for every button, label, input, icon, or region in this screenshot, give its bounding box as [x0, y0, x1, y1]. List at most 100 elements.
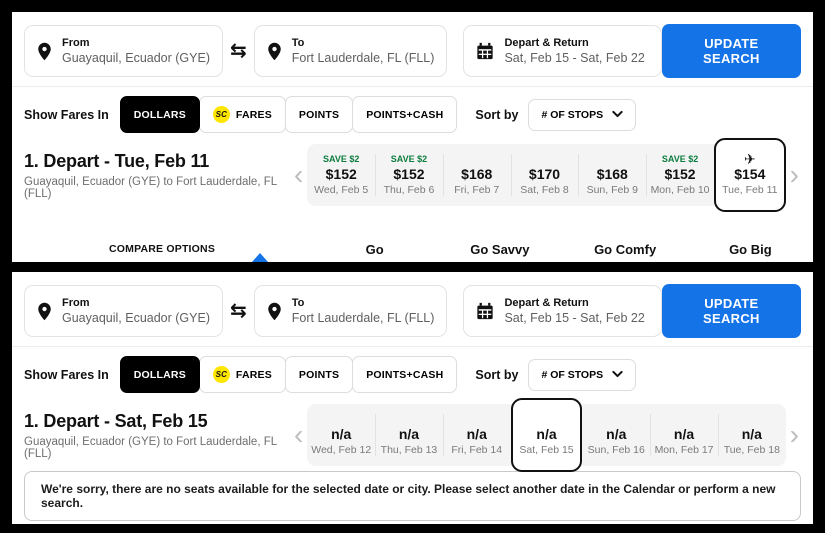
depart-route: Guayaquil, Ecuador (GYE) to Fort Lauderd…	[24, 175, 277, 200]
calendar-icon	[476, 42, 494, 60]
fare-date: Wed, Feb 5	[314, 184, 369, 196]
dates-value: Sat, Feb 15 - Sat, Feb 22	[504, 51, 645, 65]
depart-header: 1. Depart - Sat, Feb 15 Guayaquil, Ecuad…	[24, 411, 290, 460]
date-cell-selected[interactable]: n/a Sat, Feb 15	[510, 398, 583, 472]
to-value: Fort Lauderdale, FL (FLL)	[291, 51, 435, 65]
date-cell[interactable]: n/a Tue, Feb 18	[717, 404, 786, 466]
depart-return-field[interactable]: Depart & Return Sat, Feb 15 - Sat, Feb 2…	[463, 285, 662, 337]
fare-date: Thu, Feb 13	[380, 444, 438, 456]
chevron-right-icon[interactable]: ›	[786, 421, 803, 449]
fare-price: $170	[528, 166, 561, 182]
fare-display-bar: Show Fares In DOLLARS SC FARES POINTS PO…	[12, 87, 813, 142]
fare-price: $152	[393, 166, 425, 182]
depart-header: 1. Depart - Tue, Feb 11 Guayaquil, Ecuad…	[24, 151, 290, 200]
from-field[interactable]: From Guayaquil, Ecuador (GYE)	[24, 285, 223, 337]
fare-date: Fri, Feb 14	[451, 444, 503, 456]
chevron-down-icon	[612, 369, 623, 381]
plane-icon: ✈	[743, 151, 756, 167]
fare-option-points[interactable]: POINTS	[284, 96, 354, 133]
sc-logo-icon: SC	[212, 366, 230, 383]
date-cell[interactable]: n/a Fri, Feb 14	[442, 404, 511, 466]
date-strip-section: 1. Depart - Sat, Feb 15 Guayaquil, Ecuad…	[12, 398, 813, 472]
fare-date: Sat, Feb 8	[520, 184, 569, 196]
fare-option-sc-fares[interactable]: SC FARES	[198, 356, 286, 393]
date-cell[interactable]: $170 Sat, Feb 8	[510, 144, 579, 206]
chevron-down-icon	[612, 109, 623, 121]
fare-price: $154	[734, 166, 766, 182]
to-label: To	[291, 37, 305, 49]
from-value: Guayaquil, Ecuador (GYE)	[62, 51, 210, 65]
fare-option-points[interactable]: POINTS	[284, 356, 354, 393]
dates-value: Sat, Feb 15 - Sat, Feb 22	[504, 311, 645, 325]
from-label: From	[62, 297, 90, 309]
fare-date: Sun, Feb 9	[586, 184, 638, 196]
date-cell[interactable]: SAVE $2 $152 Mon, Feb 10	[646, 144, 714, 206]
fare-price: $168	[461, 166, 493, 182]
to-field[interactable]: To Fort Lauderdale, FL (FLL)	[253, 285, 448, 337]
dates-label: Depart & Return	[504, 37, 589, 49]
fare-option-dollars[interactable]: DOLLARS	[119, 356, 200, 393]
date-cell[interactable]: $168 Fri, Feb 7	[442, 144, 511, 206]
compare-options-row: COMPARE OPTIONS Go Go Savvy Go Comfy Go …	[12, 236, 813, 262]
fare-date-strip: n/a Wed, Feb 12 n/a Thu, Feb 13 n/a Fri,…	[307, 398, 786, 472]
no-seats-error-message: We're sorry, there are no seats availabl…	[24, 471, 801, 521]
to-field[interactable]: To Fort Lauderdale, FL (FLL)	[253, 25, 448, 77]
location-pin-icon	[267, 302, 282, 321]
search-bar: From Guayaquil, Ecuador (GYE) ⇆ To Fort …	[12, 12, 813, 87]
location-pin-icon	[37, 42, 52, 61]
fare-date: Tue, Feb 18	[723, 444, 780, 456]
fare-date: Thu, Feb 6	[383, 184, 435, 196]
date-cell[interactable]: n/a Mon, Feb 17	[650, 404, 718, 466]
date-cell[interactable]: n/a Thu, Feb 13	[375, 404, 443, 466]
update-search-button[interactable]: UPDATE SEARCH	[661, 284, 801, 338]
date-cell[interactable]: SAVE $2 $152 Thu, Feb 6	[375, 144, 443, 206]
update-search-button[interactable]: UPDATE SEARCH	[661, 24, 801, 78]
depart-return-field[interactable]: Depart & Return Sat, Feb 15 - Sat, Feb 2…	[463, 25, 662, 77]
fare-option-sc-fares[interactable]: SC FARES	[198, 96, 286, 133]
fare-date: Wed, Feb 12	[311, 444, 372, 456]
fare-date: Mon, Feb 10	[650, 184, 710, 196]
depart-heading: 1. Depart - Sat, Feb 15	[24, 410, 208, 431]
fare-option-dollars[interactable]: DOLLARS	[119, 96, 200, 133]
sort-dropdown[interactable]: # OF STOPS	[528, 98, 637, 131]
results-panel-depart-feb11: From Guayaquil, Ecuador (GYE) ⇆ To Fort …	[12, 12, 813, 262]
fare-date-strip: SAVE $2 $152 Wed, Feb 5 SAVE $2 $152 Thu…	[307, 138, 786, 212]
tooltip-caret-icon	[252, 253, 268, 262]
save-badge: SAVE $2	[323, 154, 360, 164]
to-value: Fort Lauderdale, FL (FLL)	[291, 311, 435, 325]
depart-route: Guayaquil, Ecuador (GYE) to Fort Lauderd…	[24, 435, 277, 460]
fare-price: n/a	[398, 426, 420, 442]
date-cell-selected[interactable]: ✈ $154 Tue, Feb 11	[713, 138, 786, 212]
fare-price: n/a	[331, 426, 352, 442]
bundle-column-go-savvy: Go Savvy	[470, 241, 530, 257]
date-cell[interactable]: n/a Wed, Feb 12	[307, 404, 375, 466]
fare-option-points-cash[interactable]: POINTS+CASH	[352, 356, 458, 393]
date-strip-section: 1. Depart - Tue, Feb 11 Guayaquil, Ecuad…	[12, 138, 813, 212]
sort-dropdown[interactable]: # OF STOPS	[528, 358, 637, 391]
chevron-left-icon[interactable]: ‹	[290, 161, 307, 189]
bundle-column-go-big: Go Big	[729, 241, 772, 257]
depart-heading: 1. Depart - Tue, Feb 11	[24, 150, 210, 171]
fare-option-fares-label: FARES	[235, 108, 272, 121]
dates-label: Depart & Return	[504, 297, 589, 309]
fare-date: Tue, Feb 11	[722, 184, 778, 196]
location-pin-icon	[267, 42, 282, 61]
swap-icon[interactable]: ⇆	[230, 300, 247, 322]
fare-price: n/a	[466, 426, 487, 442]
date-cell[interactable]: $168 Sun, Feb 9	[578, 144, 646, 206]
results-panel-depart-feb15: From Guayaquil, Ecuador (GYE) ⇆ To Fort …	[12, 272, 813, 524]
chevron-left-icon[interactable]: ‹	[290, 421, 307, 449]
from-field[interactable]: From Guayaquil, Ecuador (GYE)	[24, 25, 223, 77]
fare-option-points-cash[interactable]: POINTS+CASH	[352, 96, 458, 133]
bundle-column-go-comfy: Go Comfy	[594, 241, 657, 257]
chevron-right-icon[interactable]: ›	[786, 161, 803, 189]
fare-price: n/a	[606, 426, 627, 442]
bundle-column-go: Go	[365, 241, 384, 257]
date-cell[interactable]: n/a Sun, Feb 16	[582, 404, 650, 466]
fare-price: n/a	[673, 426, 695, 442]
swap-icon[interactable]: ⇆	[230, 40, 247, 62]
search-bar: From Guayaquil, Ecuador (GYE) ⇆ To Fort …	[12, 272, 813, 347]
show-fares-label: Show Fares In	[24, 107, 109, 122]
date-cell[interactable]: SAVE $2 $152 Wed, Feb 5	[307, 144, 375, 206]
fare-price: $168	[596, 166, 628, 182]
